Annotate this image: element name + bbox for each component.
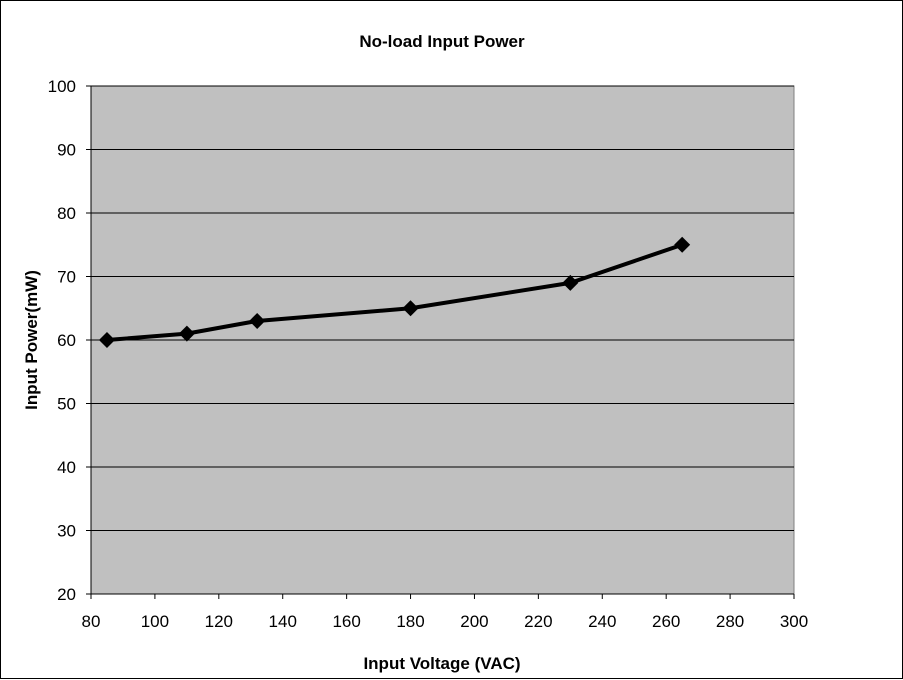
y-tick-label: 50 xyxy=(57,395,76,414)
y-tick-label: 100 xyxy=(48,77,76,96)
x-tick-label: 100 xyxy=(141,612,169,631)
y-tick-label: 80 xyxy=(57,204,76,223)
x-tick-label: 140 xyxy=(269,612,297,631)
data-point-marker xyxy=(98,332,115,348)
x-tick-label: 220 xyxy=(524,612,552,631)
tick-labels: 20 30 40 50 60 70 80 90 100 80 100 120 140 160 180 200 2… xyxy=(48,77,809,631)
y-tick-label: 20 xyxy=(57,585,76,604)
y-tick-label: 90 xyxy=(57,141,76,160)
x-tick-label: 180 xyxy=(396,612,424,631)
y-tick-label: 70 xyxy=(57,268,76,287)
chart-title: No-load Input Power xyxy=(359,32,525,51)
x-tick-label: 160 xyxy=(332,612,360,631)
y-tick-label: 30 xyxy=(57,522,76,541)
data-point-marker xyxy=(178,325,195,342)
y-tick-label: 40 xyxy=(57,458,76,477)
x-tick-label: 120 xyxy=(205,612,233,631)
axes xyxy=(86,85,795,599)
data-point-marker xyxy=(562,274,579,291)
x-tick-label: 80 xyxy=(82,612,101,631)
x-tick-label: 200 xyxy=(460,612,488,631)
x-axis-title: Input Voltage (VAC) xyxy=(363,654,520,673)
data-point-marker xyxy=(674,236,691,253)
series-layer xyxy=(98,236,691,348)
x-tick-label: 300 xyxy=(780,612,808,631)
gridlines xyxy=(91,85,794,531)
y-tick-label: 60 xyxy=(57,331,76,350)
x-tick-label: 280 xyxy=(716,612,744,631)
x-tick-label: 260 xyxy=(652,612,680,631)
y-axis-title: Input Power(mW) xyxy=(22,270,41,410)
data-point-marker xyxy=(249,312,266,329)
x-tick-label: 240 xyxy=(588,612,616,631)
data-point-marker xyxy=(402,300,419,317)
series-line xyxy=(106,242,683,342)
